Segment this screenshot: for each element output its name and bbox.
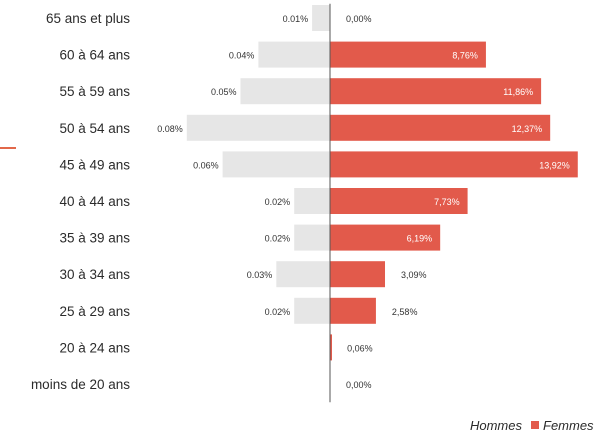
bar-femmes bbox=[330, 114, 551, 141]
series-hommes bbox=[186, 5, 330, 324]
category-label: 30 à 34 ans bbox=[59, 267, 130, 282]
data-label-hommes: 0.01% bbox=[283, 14, 309, 24]
data-label-hommes: 0.03% bbox=[247, 270, 273, 280]
category-label: 60 à 64 ans bbox=[59, 48, 130, 63]
data-label-femmes: 0,00% bbox=[346, 14, 372, 24]
bar-hommes bbox=[186, 114, 330, 141]
category-label: moins de 20 ans bbox=[31, 377, 130, 392]
legend-hommes-label: Hommes bbox=[470, 418, 523, 433]
bar-femmes bbox=[330, 261, 386, 288]
data-label-femmes: 12,37% bbox=[512, 124, 543, 134]
bar-femmes bbox=[330, 151, 578, 178]
bar-hommes bbox=[240, 78, 330, 105]
data-label-hommes: 0.02% bbox=[265, 307, 291, 317]
data-labels: 0.01% 0,00% 0.04% 8,76% 0.05% 11,86% 0.08% 12,3… bbox=[157, 14, 570, 390]
category-label: 40 à 44 ans bbox=[59, 194, 130, 209]
category-label: 50 à 54 ans bbox=[59, 121, 130, 136]
series-femmes bbox=[330, 41, 578, 361]
data-label-femmes: 13,92% bbox=[539, 160, 570, 170]
bar-femmes bbox=[330, 78, 542, 105]
category-label: 25 à 29 ans bbox=[59, 304, 130, 319]
category-labels: 65 ans et plus 60 à 64 ans 55 à 59 ans 50 à… bbox=[31, 11, 130, 392]
bar-hommes bbox=[294, 224, 330, 251]
bar-hommes bbox=[276, 261, 330, 288]
legend-femmes-swatch bbox=[531, 421, 539, 429]
data-label-hommes: 0.06% bbox=[193, 160, 219, 170]
bar-femmes bbox=[330, 41, 486, 68]
data-label-femmes: 0,06% bbox=[347, 343, 373, 353]
data-label-femmes: 7,73% bbox=[434, 197, 460, 207]
legend: Hommes Femmes bbox=[470, 418, 594, 433]
data-label-femmes: 0,00% bbox=[346, 380, 372, 390]
data-label-femmes: 11,86% bbox=[503, 87, 533, 97]
bar-hommes bbox=[312, 5, 330, 31]
category-label: 65 ans et plus bbox=[46, 11, 130, 26]
legend-femmes-label: Femmes bbox=[543, 418, 594, 433]
bar-hommes bbox=[222, 151, 330, 178]
data-label-hommes: 0.02% bbox=[265, 234, 291, 244]
bar-hommes bbox=[294, 188, 330, 214]
bar-femmes bbox=[330, 297, 376, 324]
data-label-femmes: 8,76% bbox=[452, 51, 478, 61]
category-label: 45 à 49 ans bbox=[59, 157, 130, 172]
data-label-hommes: 0.04% bbox=[229, 51, 255, 61]
category-label: 35 à 39 ans bbox=[59, 231, 130, 246]
bar-femmes bbox=[330, 188, 468, 214]
data-label-hommes: 0.02% bbox=[265, 197, 291, 207]
bar-hommes bbox=[258, 41, 330, 68]
bar-hommes bbox=[294, 297, 330, 324]
category-label: 20 à 24 ans bbox=[59, 340, 130, 355]
data-label-femmes: 3,09% bbox=[401, 270, 427, 280]
data-label-femmes: 2,58% bbox=[392, 307, 418, 317]
bar-femmes bbox=[330, 334, 332, 361]
data-label-hommes: 0.05% bbox=[211, 87, 237, 97]
category-label: 55 à 59 ans bbox=[59, 84, 130, 99]
bar-femmes bbox=[330, 224, 441, 251]
data-label-femmes: 6,19% bbox=[407, 234, 433, 244]
data-label-hommes: 0.08% bbox=[157, 124, 183, 134]
